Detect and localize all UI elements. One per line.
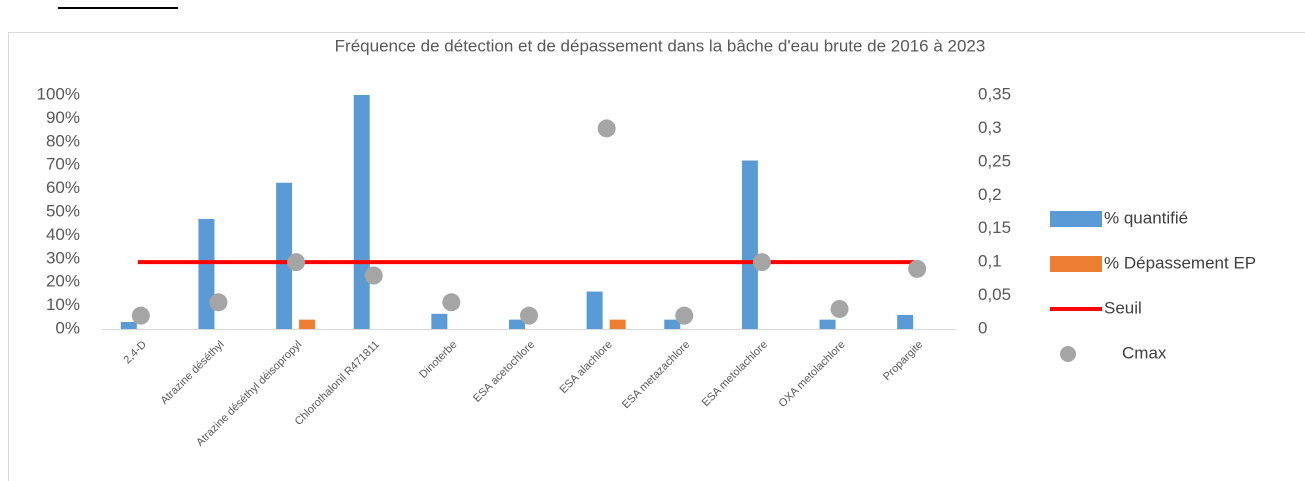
x-tick-label: OXA metolachlore bbox=[777, 339, 848, 410]
bar bbox=[664, 319, 681, 329]
x-tick-label: Dinoterbe bbox=[417, 339, 459, 381]
point bbox=[209, 293, 228, 312]
point bbox=[442, 293, 461, 312]
point bbox=[364, 266, 383, 285]
y2-tick-label: 0,05 bbox=[978, 285, 1011, 304]
y2-tick-label: 0 bbox=[978, 318, 987, 337]
point bbox=[830, 299, 849, 318]
chart-title: Fréquence de détection et de dépassement… bbox=[335, 36, 986, 55]
point bbox=[520, 306, 538, 325]
point bbox=[908, 259, 927, 278]
point bbox=[131, 306, 150, 325]
y-tick-label: 10% bbox=[46, 295, 80, 314]
point bbox=[752, 253, 771, 272]
y-tick-label: 20% bbox=[46, 272, 80, 291]
legend-label: % quantifié bbox=[1104, 208, 1188, 227]
bar bbox=[609, 319, 626, 329]
x-tick-label: ESA metolachlore bbox=[700, 339, 770, 409]
legend-swatch bbox=[1050, 211, 1102, 227]
y2-tick-label: 0,2 bbox=[978, 185, 1002, 204]
x-tick-label: Propargite bbox=[881, 339, 925, 383]
legend-swatch bbox=[1050, 256, 1102, 272]
point bbox=[597, 119, 616, 138]
y-tick-label: 70% bbox=[46, 155, 80, 174]
x-tick-label: ESA acetochlore bbox=[471, 339, 537, 405]
chart-border bbox=[8, 32, 1305, 481]
y-tick-label: 50% bbox=[46, 201, 80, 220]
y2-tick-label: 0,1 bbox=[978, 252, 1002, 271]
bar bbox=[120, 321, 137, 329]
legend-label: Seuil bbox=[1104, 298, 1142, 317]
legend-swatch bbox=[1060, 346, 1076, 362]
y-tick-label: 30% bbox=[46, 248, 80, 267]
x-tick-label: Atrazine déséthyl bbox=[158, 339, 226, 407]
bar bbox=[276, 182, 293, 329]
bar bbox=[586, 291, 603, 329]
bar bbox=[819, 319, 836, 329]
y2-tick-label: 0,3 bbox=[978, 118, 1002, 137]
bar bbox=[299, 319, 316, 329]
y-tick-label: 100% bbox=[37, 84, 80, 103]
bar bbox=[897, 314, 914, 329]
y-tick-label: 90% bbox=[46, 108, 80, 127]
x-tick-label: ESA metazachlore bbox=[620, 339, 692, 411]
bar bbox=[741, 160, 758, 329]
y-tick-label: 60% bbox=[46, 178, 80, 197]
x-tick-label: Chlorothalonil R471811 bbox=[293, 339, 382, 428]
x-tick-label: 2,4-D bbox=[121, 339, 149, 367]
bar bbox=[353, 95, 370, 329]
point bbox=[675, 306, 694, 325]
legend-label: Cmax bbox=[1122, 343, 1167, 362]
y-tick-label: 0% bbox=[55, 318, 80, 337]
legend-label: % Dépassement EP bbox=[1104, 253, 1256, 272]
point bbox=[287, 253, 306, 272]
bar bbox=[509, 319, 525, 329]
y2-tick-label: 0,35 bbox=[978, 84, 1011, 103]
y-tick-label: 40% bbox=[46, 225, 80, 244]
y2-tick-label: 0,25 bbox=[978, 151, 1011, 170]
bar bbox=[198, 219, 215, 329]
bar bbox=[431, 313, 448, 329]
x-tick-label: ESA alachlore bbox=[557, 339, 614, 396]
y-tick-label: 80% bbox=[46, 131, 80, 150]
y2-tick-label: 0,15 bbox=[978, 218, 1011, 237]
